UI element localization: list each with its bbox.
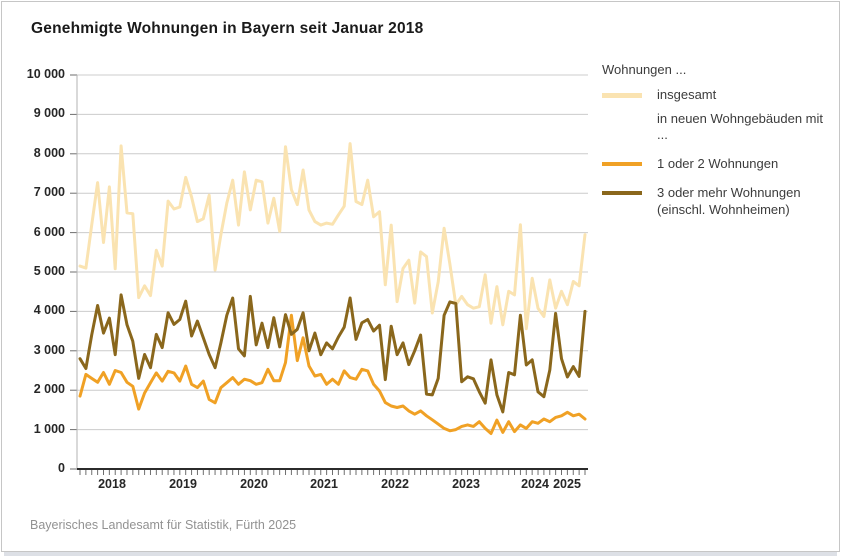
y-tick-label-7000: 7 000: [33, 185, 65, 200]
y-tick-label-0: 0: [58, 461, 65, 475]
y-tick-label-5000: 5 000: [33, 264, 65, 278]
y-tick-label-2000: 2 000: [33, 382, 65, 397]
x-year-label-2021: 2021: [310, 477, 338, 491]
chart-legend: Wohnungen ... insgesamt in neuen Wohngeb…: [602, 62, 834, 225]
legend-header: Wohnungen ...: [602, 62, 687, 77]
legend-swatch-insgesamt-icon: [602, 93, 642, 99]
y-tick-label-4000: 4 000: [33, 303, 65, 318]
x-year-label-2023: 2023: [452, 477, 480, 491]
x-year-label-2020: 2020: [240, 477, 268, 491]
legend-label-3-oder-mehr: 3 oder mehr Wohnungen (einschl. Wohnheim…: [657, 185, 801, 217]
x-year-label-2025: 2025: [553, 477, 581, 491]
source-caption: Bayerisches Landesamt für Statistik, Für…: [30, 518, 297, 532]
x-year-label-2018: 2018: [98, 477, 126, 491]
legend-item-1-oder-2-wohnungen: 1 oder 2 Wohnungen: [602, 156, 834, 172]
y-tick-label-9000: 9 000: [33, 106, 65, 121]
y-tick-label-1000: 1 000: [33, 421, 65, 436]
legend-swatch-3-oder-mehr-icon: [602, 191, 642, 196]
x-year-label-2022: 2022: [381, 477, 409, 491]
x-year-label-2019: 2019: [169, 477, 197, 491]
y-tick-label-8000: 8 000: [33, 145, 65, 160]
chart-title: Genehmigte Wohnungen in Bayern seit Janu…: [31, 20, 424, 37]
x-year-label-2024: 2024: [521, 477, 549, 491]
legend-subheader: in neuen Wohngebäuden mit ...: [657, 110, 823, 142]
legend-item-3-oder-mehr-wohnungen: 3 oder mehr Wohnungen (einschl. Wohnheim…: [602, 185, 834, 218]
legend-swatch-1-oder-2-icon: [602, 162, 642, 166]
series-line-insgesamt: [78, 142, 587, 331]
legend-label-1-oder-2: 1 oder 2 Wohnungen: [657, 156, 779, 171]
y-tick-label-10000: 10 000: [26, 67, 65, 81]
series-line-3-oder-mehr: [78, 293, 587, 414]
y-tick-label-6000: 6 000: [33, 224, 65, 239]
card-bottom-shadow: [4, 552, 837, 556]
y-tick-label-3000: 3 000: [33, 342, 65, 357]
series-line-1-oder-2: [78, 313, 587, 435]
legend-item-insgesamt: insgesamt: [602, 87, 834, 103]
legend-label-insgesamt: insgesamt: [657, 87, 717, 103]
